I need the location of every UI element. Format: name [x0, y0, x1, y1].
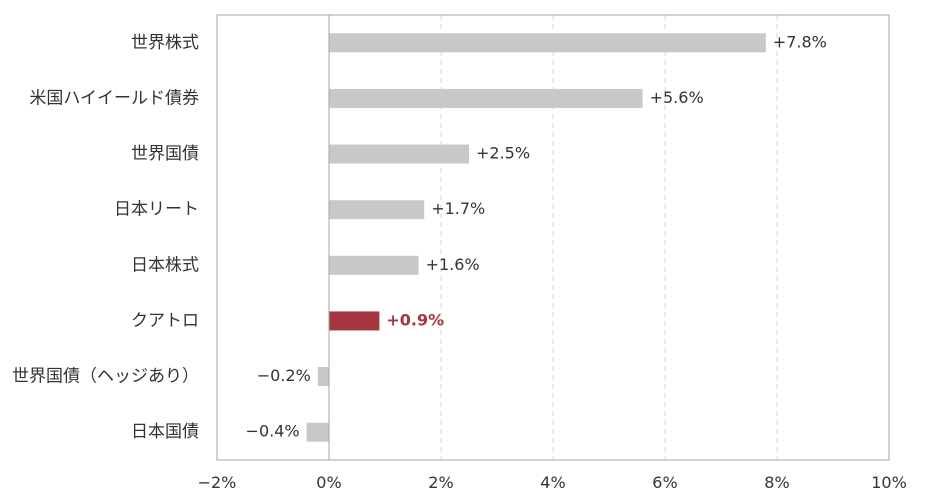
bar-5	[329, 255, 419, 275]
x-tick-label: 4%	[540, 473, 565, 492]
category-label: 日本国債	[131, 422, 199, 442]
bar-6	[329, 311, 380, 331]
value-label: −0.2%	[257, 366, 311, 385]
category-label: 米国ハイイールド債券	[29, 88, 199, 108]
bar-3	[329, 144, 469, 164]
category-label: 日本株式	[131, 255, 199, 275]
x-tick-label: 6%	[652, 473, 677, 492]
category-label: 世界国債（ヘッジあり）	[12, 367, 199, 387]
category-label: 日本リート	[114, 200, 199, 220]
value-label: +5.6%	[650, 88, 704, 107]
bar-1	[329, 33, 766, 53]
value-label: −0.4%	[246, 422, 300, 441]
bar-7	[317, 367, 329, 387]
bar-4	[329, 200, 425, 220]
category-label: クアトロ	[131, 311, 199, 331]
plot-area-border	[216, 14, 890, 461]
x-tick-label: 0%	[316, 473, 341, 492]
value-label: +7.8%	[773, 32, 827, 51]
x-tick-label: −2%	[198, 473, 237, 492]
category-label: 世界国債	[131, 144, 199, 164]
value-label: +1.7%	[431, 199, 485, 218]
x-tick-label: 10%	[871, 473, 907, 492]
grid-lines	[440, 15, 778, 460]
value-label: +2.5%	[476, 144, 530, 163]
value-labels: +7.8% +5.6% +2.5% +1.7% +1.6% +0.9% −0.2% −0.4%	[246, 32, 827, 440]
x-tick-label: 2%	[428, 473, 453, 492]
x-axis-tick-labels: −2% 0% 2% 4% 6% 8% 10%	[198, 473, 907, 492]
value-label: +1.6%	[426, 255, 480, 274]
bars	[306, 33, 766, 442]
category-labels: 世界株式米国ハイイールド債券世界国債日本リート日本株式クアトロ世界国債（ヘッジあ…	[12, 33, 199, 442]
bar-8	[306, 422, 329, 442]
category-label: 世界株式	[131, 33, 199, 53]
value-label: +0.9%	[386, 310, 444, 329]
bar-2	[329, 88, 643, 108]
x-tick-label: 8%	[764, 473, 789, 492]
